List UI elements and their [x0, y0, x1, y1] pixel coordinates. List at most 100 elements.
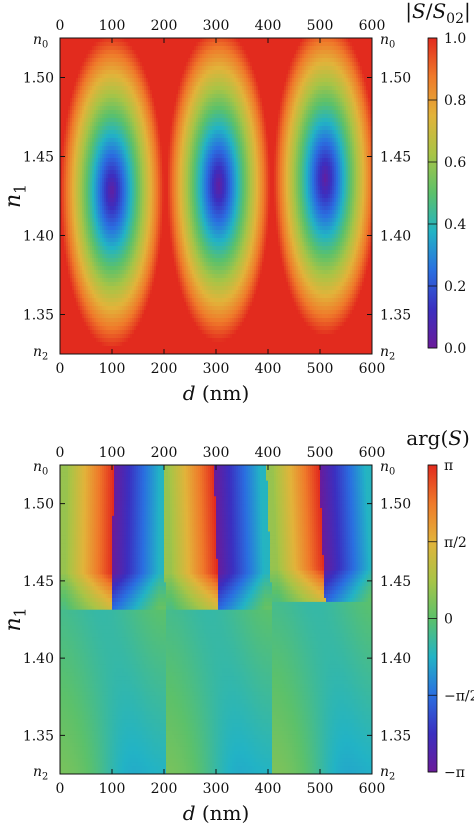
- heatmap-cell: [106, 58, 109, 63]
- heatmap-cell: [366, 118, 369, 123]
- heatmap-cell: [72, 110, 75, 115]
- heatmap-cell: [338, 70, 341, 75]
- heatmap-cell: [90, 98, 93, 103]
- heatmap-cell: [328, 74, 331, 79]
- heatmap-cell: [146, 74, 149, 79]
- heatmap-cell: [78, 54, 81, 59]
- heatmap-cell: [292, 78, 295, 83]
- heatmap-cell: [288, 46, 291, 51]
- heatmap-cell: [64, 118, 67, 123]
- heatmap-cell: [352, 38, 355, 43]
- heatmap-cell: [80, 46, 83, 51]
- heatmap-cell: [116, 82, 119, 87]
- heatmap-cell: [156, 118, 159, 123]
- heatmap-cell: [110, 50, 113, 55]
- heatmap-cell: [230, 82, 233, 87]
- heatmap-cell: [262, 66, 265, 71]
- heatmap-cell: [310, 90, 313, 95]
- heatmap-cell: [134, 58, 137, 63]
- heatmap-cell: [268, 42, 271, 47]
- heatmap-cell: [76, 110, 79, 115]
- heatmap-cell: [66, 86, 69, 91]
- heatmap-cell: [246, 74, 249, 79]
- heatmap-cell: [142, 114, 145, 119]
- heatmap-cell: [164, 70, 167, 75]
- heatmap-cell: [206, 122, 209, 127]
- heatmap-cell: [262, 38, 265, 43]
- heatmap-cell: [258, 98, 261, 103]
- heatmap-cell: [186, 62, 189, 67]
- heatmap-cell: [336, 78, 339, 83]
- heatmap-cell: [304, 118, 307, 123]
- heatmap-cell: [320, 42, 323, 47]
- heatmap-cell: [90, 70, 93, 75]
- heatmap-cell: [266, 118, 269, 123]
- heatmap-cell: [120, 122, 123, 127]
- heatmap-cell: [274, 54, 277, 59]
- heatmap-cell: [228, 38, 231, 43]
- heatmap-cell: [300, 122, 303, 127]
- heatmap-cell: [96, 118, 99, 123]
- heatmap-cell: [214, 66, 217, 71]
- heatmap-cell: [118, 74, 121, 79]
- heatmap-cell: [172, 38, 175, 43]
- heatmap-cell: [324, 38, 327, 43]
- heatmap-cell: [60, 106, 63, 111]
- heatmap-cell: [146, 86, 149, 91]
- heatmap-cell: [144, 58, 147, 63]
- heatmap-cell: [186, 50, 189, 55]
- heatmap-cell: [146, 102, 149, 107]
- heatmap-cell: [110, 42, 113, 47]
- heatmap-cell: [200, 106, 203, 111]
- heatmap-cell: [296, 38, 299, 43]
- heatmap-cell: [306, 70, 309, 75]
- heatmap-cell: [110, 66, 113, 71]
- heatmap-cell: [352, 90, 355, 95]
- heatmap-cell: [238, 122, 241, 127]
- heatmap-cell: [298, 38, 301, 43]
- heatmap-cell: [300, 90, 303, 95]
- heatmap-cell: [102, 62, 105, 67]
- heatmap-cell: [242, 74, 245, 79]
- heatmap-cell: [334, 102, 337, 107]
- heatmap-cell: [160, 94, 163, 99]
- heatmap-cell: [242, 82, 245, 87]
- heatmap-cell: [182, 74, 185, 79]
- heatmap-cell: [272, 42, 275, 47]
- heatmap-cell: [272, 106, 275, 111]
- heatmap-cell: [92, 86, 95, 91]
- heatmap-cell: [170, 50, 173, 55]
- heatmap-cell: [326, 38, 329, 43]
- heatmap-cell: [290, 122, 293, 127]
- heatmap-cell: [120, 54, 123, 59]
- heatmap-cell: [104, 122, 107, 127]
- heatmap-cell: [130, 42, 133, 47]
- heatmap-cell: [356, 50, 359, 55]
- heatmap-cell: [244, 86, 247, 91]
- heatmap-cell: [334, 90, 337, 95]
- heatmap-cell: [242, 86, 245, 91]
- heatmap-cell: [224, 86, 227, 91]
- heatmap-cell: [114, 106, 117, 111]
- heatmap-cell: [246, 110, 249, 115]
- heatmap-cell: [298, 114, 301, 119]
- heatmap-cell: [358, 74, 361, 79]
- heatmap-cell: [206, 110, 209, 115]
- heatmap-cell: [348, 86, 351, 91]
- heatmap-cell: [358, 122, 361, 127]
- heatmap-cell: [134, 86, 137, 91]
- heatmap-cell: [214, 70, 217, 75]
- heatmap-cell: [316, 46, 319, 51]
- heatmap-cell: [278, 78, 281, 83]
- heatmap-cell: [114, 114, 117, 119]
- heatmap-cell: [296, 46, 299, 51]
- heatmap-cell: [162, 110, 165, 115]
- heatmap-cell: [202, 118, 205, 123]
- heatmap-cell: [132, 82, 135, 87]
- heatmap-cell: [220, 86, 223, 91]
- heatmap-cell: [110, 94, 113, 99]
- heatmap-cell: [298, 90, 301, 95]
- heatmap-cell: [354, 106, 357, 111]
- heatmap-cell: [112, 102, 115, 107]
- heatmap-cell: [244, 110, 247, 115]
